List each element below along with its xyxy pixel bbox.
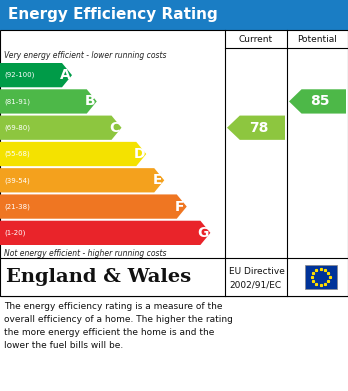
Polygon shape — [0, 142, 146, 166]
Text: 85: 85 — [310, 95, 330, 108]
Text: (55-68): (55-68) — [4, 151, 30, 157]
Text: (21-38): (21-38) — [4, 203, 30, 210]
Text: Energy Efficiency Rating: Energy Efficiency Rating — [8, 7, 218, 23]
Text: F: F — [175, 199, 184, 213]
Polygon shape — [0, 116, 121, 140]
Bar — [0, 30, 348, 296]
Text: The energy efficiency rating is a measure of the
overall efficiency of a home. T: The energy efficiency rating is a measur… — [4, 302, 233, 350]
Polygon shape — [289, 89, 346, 113]
Text: B: B — [85, 95, 95, 108]
Text: 2002/91/EC: 2002/91/EC — [229, 281, 281, 290]
Polygon shape — [227, 116, 285, 140]
Bar — [0, 258, 348, 296]
Text: England & Wales: England & Wales — [6, 268, 191, 286]
Text: (69-80): (69-80) — [4, 124, 30, 131]
Text: (81-91): (81-91) — [4, 98, 30, 105]
Text: D: D — [134, 147, 145, 161]
Polygon shape — [0, 89, 97, 113]
Text: (39-54): (39-54) — [4, 177, 30, 183]
Text: (1-20): (1-20) — [4, 230, 25, 236]
Bar — [304, 265, 337, 289]
Polygon shape — [0, 194, 187, 219]
Polygon shape — [0, 221, 211, 245]
Bar — [0, 0, 348, 30]
Text: A: A — [60, 68, 70, 82]
Text: Very energy efficient - lower running costs: Very energy efficient - lower running co… — [4, 51, 166, 60]
Text: Not energy efficient - higher running costs: Not energy efficient - higher running co… — [4, 249, 166, 258]
Text: (92-100): (92-100) — [4, 72, 34, 78]
Polygon shape — [0, 168, 164, 192]
Text: E: E — [152, 173, 162, 187]
Text: 78: 78 — [249, 121, 268, 135]
Text: EU Directive: EU Directive — [229, 267, 285, 276]
Text: Current: Current — [239, 34, 273, 43]
Text: Potential: Potential — [298, 34, 338, 43]
Polygon shape — [0, 63, 72, 87]
Text: G: G — [198, 226, 209, 240]
Text: C: C — [109, 121, 120, 135]
